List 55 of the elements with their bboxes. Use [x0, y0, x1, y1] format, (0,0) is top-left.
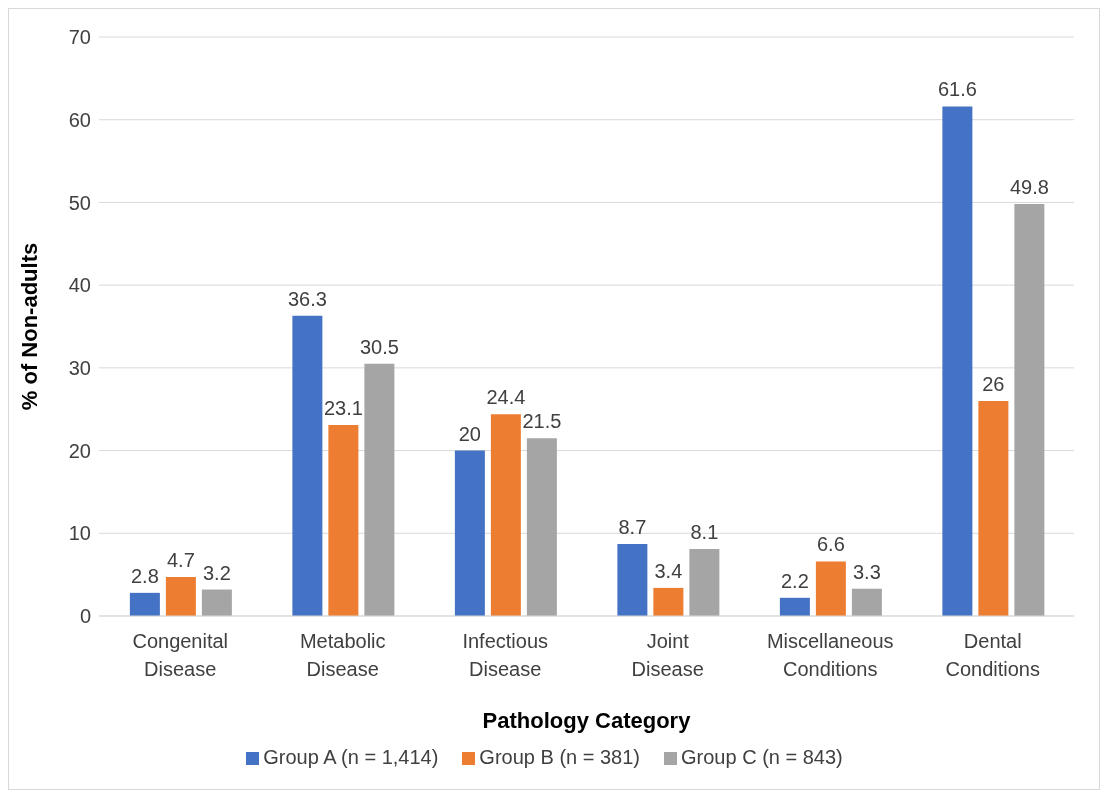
data-label: 49.8 [1009, 176, 1049, 199]
bar [129, 592, 160, 616]
y-tick-label: 50 [68, 191, 91, 214]
x-axis-title: Pathology Category [482, 708, 692, 733]
bar [328, 424, 359, 616]
data-label: 8.1 [690, 521, 719, 543]
data-label: 3.3 [852, 560, 881, 583]
data-label: 3.2 [202, 561, 231, 584]
data-label: 2.2 [780, 569, 809, 592]
x-tick-label: Metabolic Disease [299, 630, 386, 680]
bar [526, 438, 557, 616]
x-tick-label: Infectious Disease [462, 630, 549, 680]
y-tick-label: 30 [68, 356, 91, 379]
bar [490, 414, 521, 616]
y-tick-label: 40 [68, 274, 91, 297]
data-label: 36.3 [287, 287, 327, 310]
y-tick-label: 20 [68, 439, 91, 462]
bar [201, 589, 232, 616]
bar [292, 315, 323, 616]
bar [689, 549, 720, 616]
data-label: 20 [458, 422, 481, 445]
data-label: 2.8 [130, 564, 159, 587]
bar [942, 106, 973, 616]
x-tick-label: Congenital Disease [132, 630, 229, 680]
y-tick-label: 0 [79, 605, 91, 628]
data-label: 26 [982, 372, 1005, 395]
data-label: 23.1 [323, 396, 363, 419]
bar [815, 561, 846, 616]
y-tick-label: 60 [68, 108, 91, 131]
y-tick-label: 70 [68, 26, 91, 49]
bar [165, 577, 196, 616]
bar [617, 544, 648, 616]
bar [1014, 204, 1045, 616]
data-label: 6.6 [816, 533, 845, 556]
bar [851, 588, 882, 616]
data-label: 30.5 [359, 335, 399, 358]
bar [364, 363, 395, 616]
data-label: 61.6 [937, 78, 977, 101]
data-label: 3.4 [654, 559, 683, 582]
x-tick-label: Dental Conditions [945, 630, 1041, 680]
x-tick-label: Joint Disease [631, 630, 704, 680]
bar [454, 450, 485, 616]
x-tick-label: Miscellaneous Conditions [766, 630, 894, 680]
bar [779, 597, 810, 616]
data-label: 8.7 [618, 516, 647, 539]
y-tick-label: 10 [68, 522, 91, 545]
data-label: 24.4 [486, 386, 526, 409]
data-label: 21.5 [522, 410, 562, 433]
legend-label: Group B (n = 381) [479, 746, 641, 768]
legend-label: Group A (n = 1,414) [263, 746, 439, 768]
y-axis-title: % of Non-adults [16, 242, 42, 411]
bar [978, 400, 1009, 616]
bar [653, 587, 684, 616]
data-label: 4.7 [166, 549, 195, 572]
legend-label: Group C (n = 843) [681, 746, 843, 768]
